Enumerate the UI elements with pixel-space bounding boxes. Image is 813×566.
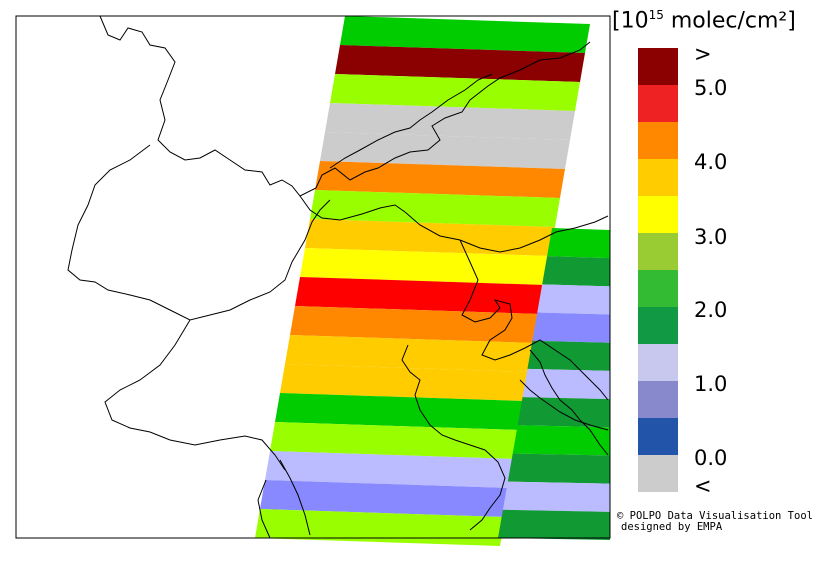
swath-pixel bbox=[295, 277, 545, 314]
swath-pixel bbox=[275, 393, 525, 430]
swath-pixel bbox=[547, 228, 610, 259]
legend-bin bbox=[638, 418, 678, 455]
legend-tick-label: 4.0 bbox=[694, 150, 728, 174]
swath-pixel bbox=[315, 161, 565, 198]
swath-pixel bbox=[325, 103, 575, 140]
swath-pixel bbox=[265, 451, 515, 488]
legend-tick-label: 0.0 bbox=[694, 446, 728, 470]
swath-pixel bbox=[305, 219, 555, 256]
legend-bin bbox=[638, 85, 678, 122]
legend-bin bbox=[638, 233, 678, 270]
swath-pixel bbox=[290, 306, 540, 343]
swath-pixel bbox=[335, 45, 585, 82]
legend-unit: [1015 molec/cm²] bbox=[612, 8, 796, 34]
legend-bin bbox=[638, 307, 678, 344]
swath-pixel bbox=[270, 422, 520, 459]
country-borders bbox=[67, 15, 609, 539]
swath-pixel bbox=[532, 312, 610, 343]
credit-text: © POLPO Data Visualisation Tool designed… bbox=[617, 510, 813, 533]
satellite-swath bbox=[255, 16, 590, 546]
swath-pixel bbox=[527, 340, 610, 371]
swath-pixel bbox=[502, 481, 610, 512]
swath-pixel bbox=[522, 368, 610, 400]
swath-pixel bbox=[340, 16, 590, 53]
swath-pixel bbox=[255, 509, 505, 546]
satellite-swath-east bbox=[498, 228, 610, 540]
legend-bin bbox=[638, 381, 678, 418]
swath-pixel bbox=[498, 509, 610, 540]
legend-bin bbox=[638, 455, 678, 492]
swath-pixel bbox=[280, 364, 530, 401]
swath-pixel bbox=[300, 248, 550, 285]
map-frame bbox=[15, 15, 611, 539]
swath-pixel bbox=[330, 74, 580, 111]
legend-bin bbox=[638, 122, 678, 159]
legend-tick-label: < bbox=[694, 474, 712, 498]
swath-pixel bbox=[542, 256, 610, 287]
swath-pixel bbox=[507, 453, 610, 484]
legend-tick-label: 3.0 bbox=[694, 225, 728, 249]
swath-pixel bbox=[310, 190, 560, 227]
legend-tick-label: > bbox=[694, 42, 712, 66]
legend-bin bbox=[638, 159, 678, 196]
swath-pixel bbox=[512, 425, 610, 456]
legend-tick-label: 1.0 bbox=[694, 372, 728, 396]
swath-pixel bbox=[285, 335, 535, 372]
legend-bin bbox=[638, 48, 678, 85]
legend-colorbar bbox=[638, 48, 678, 492]
swath-pixel bbox=[260, 480, 510, 517]
legend-bin bbox=[638, 270, 678, 307]
legend-tick-label: 5.0 bbox=[694, 76, 728, 100]
swath-pixel bbox=[320, 132, 570, 169]
legend-bin bbox=[638, 344, 678, 381]
legend-tick-label: 2.0 bbox=[694, 298, 728, 322]
swath-pixel bbox=[517, 397, 610, 428]
swath-pixel bbox=[537, 284, 610, 315]
legend-bin bbox=[638, 196, 678, 233]
